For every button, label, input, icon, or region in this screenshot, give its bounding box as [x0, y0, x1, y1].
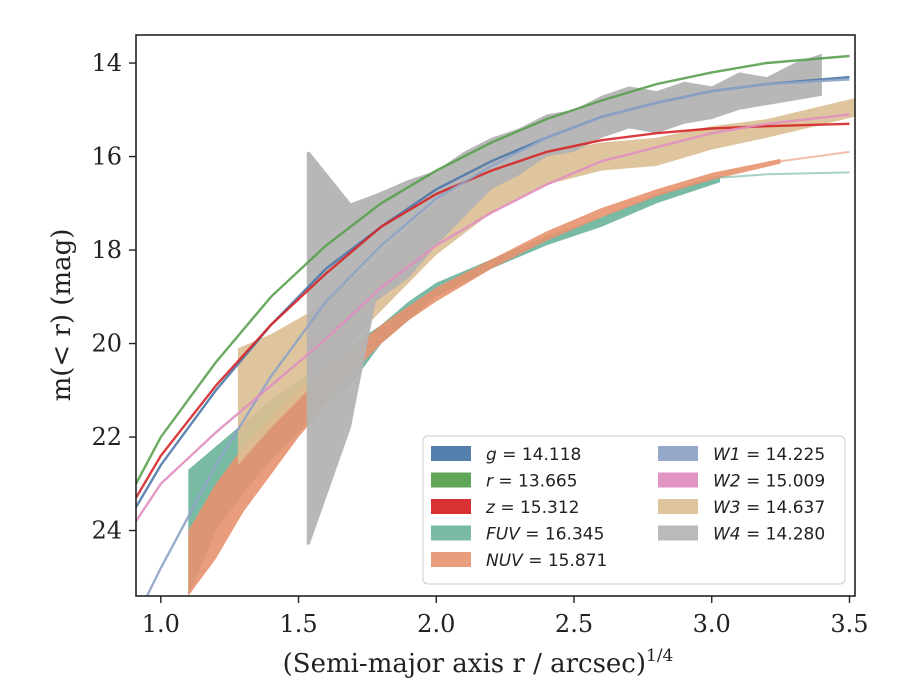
legend-swatch-w3 [658, 499, 698, 514]
legend-label-w3: W3 = 14.637 [713, 498, 825, 518]
x-tick-label: 3.0 [693, 610, 731, 638]
legend-box [422, 435, 846, 585]
y-tick-label: 24 [91, 517, 122, 545]
legend-swatch-r [431, 472, 471, 488]
legend-swatch-nuv [431, 552, 471, 567]
legend-label-w2: W2 = 15.009 [713, 472, 825, 492]
legend-swatch-z [431, 499, 471, 514]
legend-label-fuv: FUV = 16.345 [486, 525, 604, 545]
series-line-r [136, 54, 850, 485]
y-tick-label: 16 [91, 143, 122, 171]
series-line-w2 [136, 113, 850, 522]
plot-frame [135, 34, 856, 597]
line-layer [136, 54, 850, 596]
y-tick-label: 20 [91, 330, 122, 358]
y-axis: 14 16 18 20 22 24 [91, 49, 136, 545]
x-tick-label: 3.5 [830, 610, 868, 638]
legend-label-w4: W4 = 14.280 [713, 525, 825, 545]
legend-swatch-g [431, 446, 471, 461]
x-axis-title-exponent: 1/4 [646, 646, 673, 666]
legend-swatch-fuv [431, 525, 471, 541]
y-axis-title: m(< r) (mag) [47, 229, 77, 402]
x-tick-label: 1.5 [279, 610, 317, 638]
legend-label-z: z = 15.312 [485, 498, 579, 518]
legend-swatch-w1 [658, 446, 698, 461]
series-tail-nuv [780, 150, 850, 163]
x-axis-title: (Semi-major axis r / arcsec)1/4 [283, 646, 674, 679]
legend-label-w1: W1 = 14.225 [713, 445, 825, 465]
legend-label-r: r = 13.665 [486, 472, 578, 492]
series-band-w4 [306, 53, 822, 545]
legend-label-g: g = 14.118 [486, 445, 581, 465]
x-tick-label: 2.0 [417, 610, 455, 638]
legend-swatch-w2 [658, 472, 698, 488]
x-tick-label: 2.5 [555, 610, 593, 638]
series-tail-fuv [719, 171, 850, 179]
x-tick-label: 1.0 [142, 610, 180, 638]
x-axis-title-text: (Semi-major axis r / arcsec) [283, 649, 646, 679]
y-tick-label: 22 [91, 423, 122, 451]
series-line-w1 [145, 78, 850, 596]
y-tick-label: 14 [91, 49, 122, 77]
legend-label-nuv: NUV = 15.871 [486, 551, 607, 571]
y-tick-label: 18 [91, 236, 122, 264]
legend-swatch-w4 [658, 525, 698, 541]
x-axis: 1.0 1.5 2.0 2.5 3.0 3.5 [142, 596, 869, 638]
legend: g = 14.118 r = 13.665 z = 15.312 FUV = 16.3… [422, 435, 846, 585]
band-layer [188, 53, 855, 596]
